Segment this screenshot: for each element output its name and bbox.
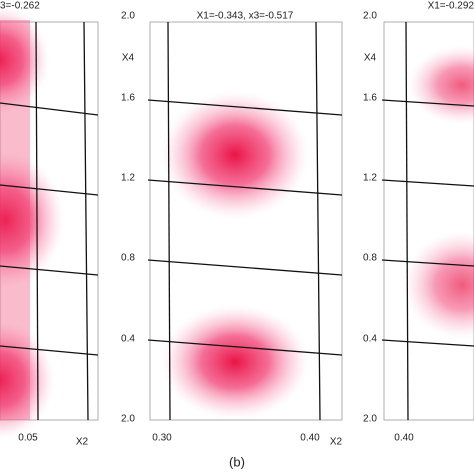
caption: (b) [229, 454, 245, 469]
x-label: X2 [76, 437, 89, 448]
grid-line [381, 99, 474, 107]
y-label: 0.8 [121, 253, 135, 264]
y-label: 1.2 [121, 173, 135, 184]
grid-line [35, 21, 39, 421]
y-label: 0.8 [363, 253, 377, 264]
y-label: 2.0 [121, 414, 135, 425]
density [0, 5, 50, 115]
x-label: 0.40 [394, 433, 414, 444]
y-label: X4 [122, 53, 135, 64]
grid-line [83, 21, 89, 421]
density [402, 230, 474, 340]
density [0, 20, 30, 420]
y-label: 0.4 [121, 334, 135, 345]
x-label: 0.40 [300, 433, 320, 444]
grid-line [147, 179, 343, 196]
y-label: 0.4 [363, 334, 377, 345]
grid-line [0, 102, 99, 116]
grid-line [147, 259, 343, 276]
x-label: 0.30 [152, 433, 172, 444]
y-label: 2.0 [363, 11, 377, 22]
grid-line [381, 179, 474, 187]
grid-line [381, 259, 474, 267]
right-panel: X1=-0.292 2.0 X4 1.6 1.2 0.8 0.4 2.0 0.4… [363, 1, 474, 444]
grid-line [405, 21, 409, 421]
grid-line [0, 345, 99, 356]
grid-line [147, 339, 343, 356]
density [0, 150, 65, 290]
x-label: 0.05 [18, 433, 38, 444]
frame [0, 21, 99, 421]
grid-line [0, 265, 99, 276]
grid-line [381, 339, 474, 347]
frame [149, 21, 343, 421]
grid-line [0, 184, 99, 196]
middle-panel: X1=-0.343, x3=-0.517 2.0 X4 1.6 1.2 0.8 … [121, 11, 343, 470]
panel-title: X1=-0.343, x3=-0.517 [197, 11, 294, 22]
y-label: 1.6 [363, 93, 377, 104]
x-label: X2 [330, 437, 343, 448]
density [160, 304, 310, 420]
y-label: 1.6 [121, 93, 135, 104]
grid-line [167, 21, 171, 421]
y-label: 1.2 [363, 173, 377, 184]
density [160, 90, 310, 220]
grid-line [147, 99, 343, 116]
grid-line [315, 21, 321, 421]
left-panel: 3=-0.262 0.05 X2 [0, 1, 99, 448]
density [407, 45, 474, 125]
y-label: 2.0 [121, 11, 135, 22]
panel-title: X1=-0.292 [428, 1, 474, 12]
frame [383, 21, 474, 421]
y-label: 2.0 [363, 414, 377, 425]
panel-title: 3=-0.262 [0, 1, 40, 12]
y-label: X4 [364, 53, 377, 64]
